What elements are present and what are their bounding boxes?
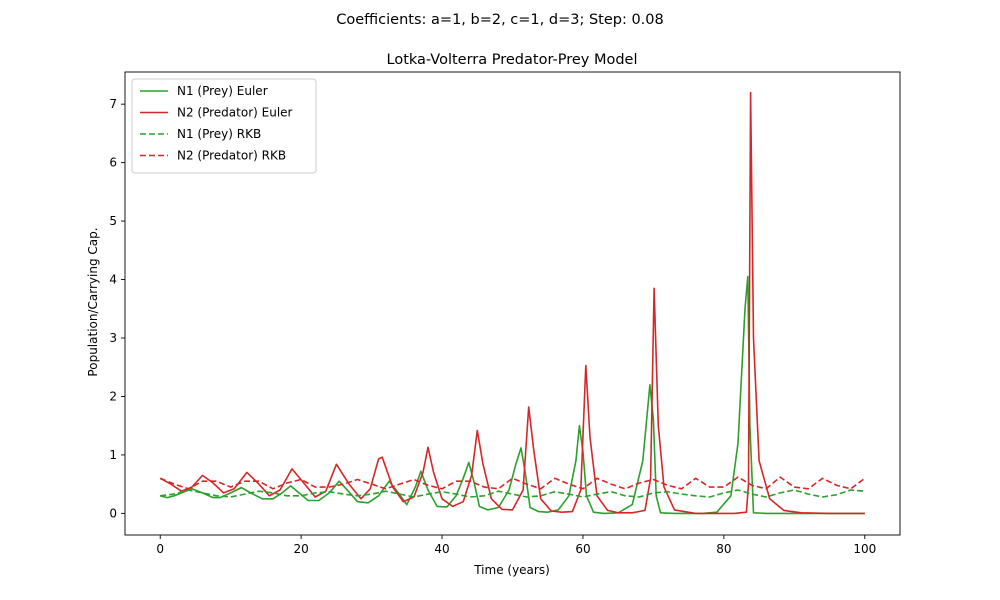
axes-frame [124,71,901,536]
x-axis-label: Time (years) [473,563,550,577]
chart-title: Lotka-Volterra Predator-Prey Model [387,52,638,68]
y-tick-label-6: 6 [109,156,117,170]
y-axis-label: Population/Carrying Cap. [86,227,100,376]
legend-box [131,78,317,174]
x-tick-label-0: 0 [156,542,164,556]
legend-label-3: N1 (Prey) RKB [177,127,261,141]
legend-label-2: N2 (Predator) Euler [177,106,293,120]
legend-label-4: N2 (Predator) RKB [177,149,286,163]
y-tick-label-5: 5 [109,214,117,228]
x-tick-label-4: 80 [716,542,731,556]
x-tick-label-5: 100 [853,542,876,556]
x-tick-label-1: 20 [293,542,308,556]
series-line-1 [160,275,865,515]
y-tick-label-2: 2 [109,389,117,403]
x-tick-label-3: 60 [575,542,590,556]
y-tick-label-3: 3 [109,331,117,345]
y-tick-label-4: 4 [109,273,117,287]
series-line-3 [160,489,865,498]
x-tick-label-2: 40 [434,542,449,556]
y-tick-label-1: 1 [109,448,117,462]
y-tick-label-0: 0 [109,506,117,520]
axes-layer: 0 20 40 60 80 100 0 1 2 3 4 5 6 7 [109,71,901,556]
legend-label-1: N1 (Prey) Euler [177,84,268,98]
series-layer [159,91,866,515]
legend: N1 (Prey) Euler N2 (Predator) Euler N1 (Pr… [131,78,317,174]
y-tick-label-7: 7 [109,97,117,111]
series-line-2 [159,91,865,515]
figure-suptitle: Coefficients: a=1, b=2, c=1, d=3; Step: … [336,12,664,28]
